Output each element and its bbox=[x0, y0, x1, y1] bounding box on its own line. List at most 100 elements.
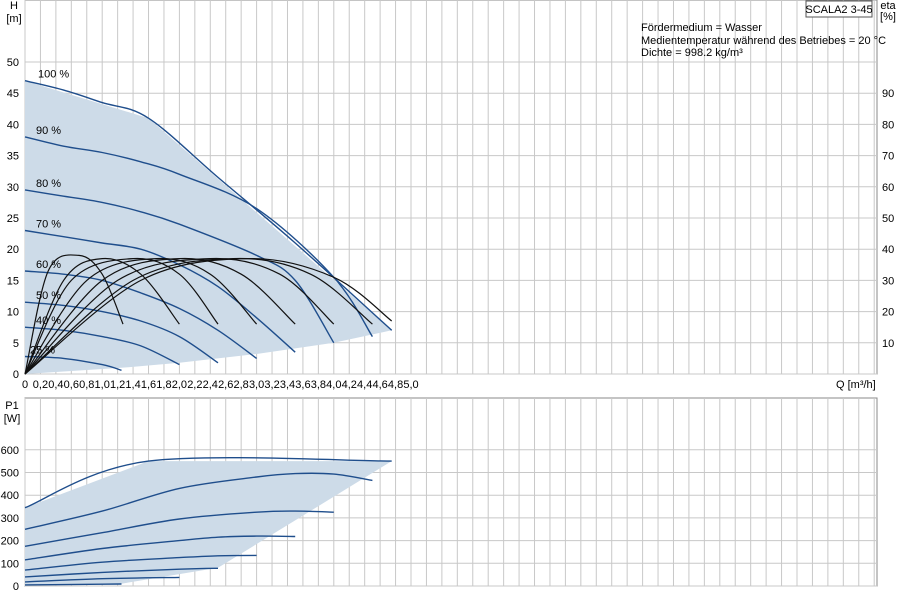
head-curve bbox=[24, 80, 393, 331]
q-tick-label: 3,2 bbox=[264, 379, 279, 391]
pump-model-title: SCALA2 3-45 bbox=[805, 4, 872, 16]
h-tick-label: 5 bbox=[13, 338, 19, 350]
head-operating-range bbox=[25, 80, 392, 374]
power-chart-series bbox=[24, 456, 392, 586]
eta-axis-title: eta bbox=[880, 0, 896, 12]
p1-tick-label: 400 bbox=[1, 490, 19, 502]
h-tick-label: 35 bbox=[7, 151, 19, 163]
q-tick-label: 1,2 bbox=[110, 379, 125, 391]
h-axis-unit: [m] bbox=[6, 13, 21, 25]
info-temperature: Medientemperatur während des Betriebes =… bbox=[641, 35, 886, 47]
eta-tick-label: 80 bbox=[882, 119, 894, 131]
q-tick-label: 0,8 bbox=[79, 379, 94, 391]
p1-tick-label: 300 bbox=[1, 513, 19, 525]
p1-tick-label: 100 bbox=[1, 558, 19, 570]
power-curve bbox=[24, 472, 373, 530]
eta-tick-label: 30 bbox=[882, 275, 894, 287]
power-curve bbox=[24, 583, 122, 586]
q-tick-label: 0,4 bbox=[48, 379, 63, 391]
head-chart-envelope bbox=[25, 80, 392, 374]
head-curve bbox=[24, 270, 258, 359]
q-tick-label: 4,4 bbox=[357, 379, 372, 391]
q-tick-label: 0,6 bbox=[64, 379, 79, 391]
head-curve bbox=[24, 189, 335, 344]
speed-labels: 100 % 90 % 80 % 70 % 60 % 50 % 40 % 25 % bbox=[30, 69, 69, 357]
eta-axis-unit: [%] bbox=[880, 11, 896, 23]
p1-axis-unit: [W] bbox=[4, 413, 21, 425]
eta-tick-label: 50 bbox=[882, 213, 894, 225]
q-tick-label: 5,0 bbox=[403, 379, 418, 391]
head-chart-axes: 0 0,2 0,4 0,6 0,8 1,0 1,2 1,4 1,6 1,8 2,0 2,2 2,4 2,6… bbox=[7, 57, 895, 391]
h-tick-label: 0 bbox=[13, 369, 19, 381]
h-tick-label: 20 bbox=[7, 244, 19, 256]
q-tick-label: 0 bbox=[22, 379, 28, 391]
efficiency-curve bbox=[24, 257, 393, 375]
p1-axis-title: P1 bbox=[5, 400, 18, 412]
q-tick-label: 4,0 bbox=[326, 379, 341, 391]
power-curve bbox=[24, 567, 219, 578]
h-tick-label: 40 bbox=[7, 119, 19, 131]
q-tick-label: 1,4 bbox=[125, 379, 140, 391]
h-axis-title: H bbox=[10, 0, 18, 12]
speed-label: 100 % bbox=[38, 69, 69, 81]
h-tick-label: 25 bbox=[7, 213, 19, 225]
efficiency-curve bbox=[24, 257, 296, 375]
h-tick-label: 50 bbox=[7, 57, 19, 69]
head-curve bbox=[24, 229, 296, 353]
speed-label: 60 % bbox=[36, 259, 61, 271]
speed-label: 80 % bbox=[36, 178, 61, 190]
q-tick-label: 2,2 bbox=[187, 379, 202, 391]
q-tick-label: 1,6 bbox=[141, 379, 156, 391]
p1-tick-label: 0 bbox=[13, 581, 19, 593]
q-tick-label: 2,4 bbox=[203, 379, 218, 391]
q-tick-label: 1,0 bbox=[95, 379, 110, 391]
speed-label: 50 % bbox=[36, 290, 61, 302]
info-medium: Fördermedium = Wasser bbox=[641, 22, 762, 34]
h-tick-label: 30 bbox=[7, 182, 19, 194]
h-tick-label: 10 bbox=[7, 307, 19, 319]
head-chart-series bbox=[24, 80, 393, 371]
head-curve bbox=[24, 301, 219, 364]
power-operating-range bbox=[25, 461, 392, 585]
efficiency-curve bbox=[24, 257, 258, 375]
eta-tick-label: 90 bbox=[882, 88, 894, 100]
power-curve bbox=[24, 576, 180, 583]
p1-tick-label: 600 bbox=[1, 445, 19, 457]
efficiency-curve bbox=[24, 257, 219, 375]
q-tick-label: 3,6 bbox=[295, 379, 310, 391]
h-tick-label: 45 bbox=[7, 88, 19, 100]
power-curve bbox=[24, 554, 257, 571]
speed-label: 25 % bbox=[30, 345, 55, 357]
h-tick-label: 15 bbox=[7, 275, 19, 287]
q-tick-label: 3,8 bbox=[311, 379, 326, 391]
q-tick-label: 1,8 bbox=[156, 379, 171, 391]
q-tick-label: 2,6 bbox=[218, 379, 233, 391]
q-tick-label: 4,6 bbox=[372, 379, 387, 391]
head-curve bbox=[24, 136, 373, 337]
eta-tick-label: 60 bbox=[882, 182, 894, 194]
q-tick-label: 2,8 bbox=[234, 379, 249, 391]
power-curve bbox=[24, 535, 296, 561]
q-tick-label: 0,2 bbox=[33, 379, 48, 391]
power-chart-axes: 0 100 200 300 400 500 600 bbox=[1, 445, 19, 593]
q-tick-label: 4,8 bbox=[388, 379, 403, 391]
speed-label: 70 % bbox=[36, 218, 61, 230]
eta-tick-label: 10 bbox=[882, 338, 894, 350]
power-chart-envelope bbox=[25, 461, 392, 585]
info-density: Dichte = 998.2 kg/m³ bbox=[641, 47, 743, 59]
q-tick-label: 3,4 bbox=[280, 379, 295, 391]
power-curve bbox=[24, 510, 334, 547]
eta-tick-label: 20 bbox=[882, 307, 894, 319]
speed-label: 40 % bbox=[36, 315, 61, 327]
eta-tick-label: 70 bbox=[882, 151, 894, 163]
power-curve bbox=[24, 456, 392, 509]
eta-tick-label: 40 bbox=[882, 244, 894, 256]
q-tick-label: 3,0 bbox=[249, 379, 264, 391]
q-axis-title: Q [m³/h] bbox=[836, 379, 876, 391]
title-box bbox=[805, 0, 873, 18]
efficiency-curve bbox=[24, 257, 180, 375]
p1-tick-label: 200 bbox=[1, 536, 19, 548]
efficiency-curve bbox=[24, 257, 335, 375]
q-tick-label: 2,0 bbox=[172, 379, 187, 391]
